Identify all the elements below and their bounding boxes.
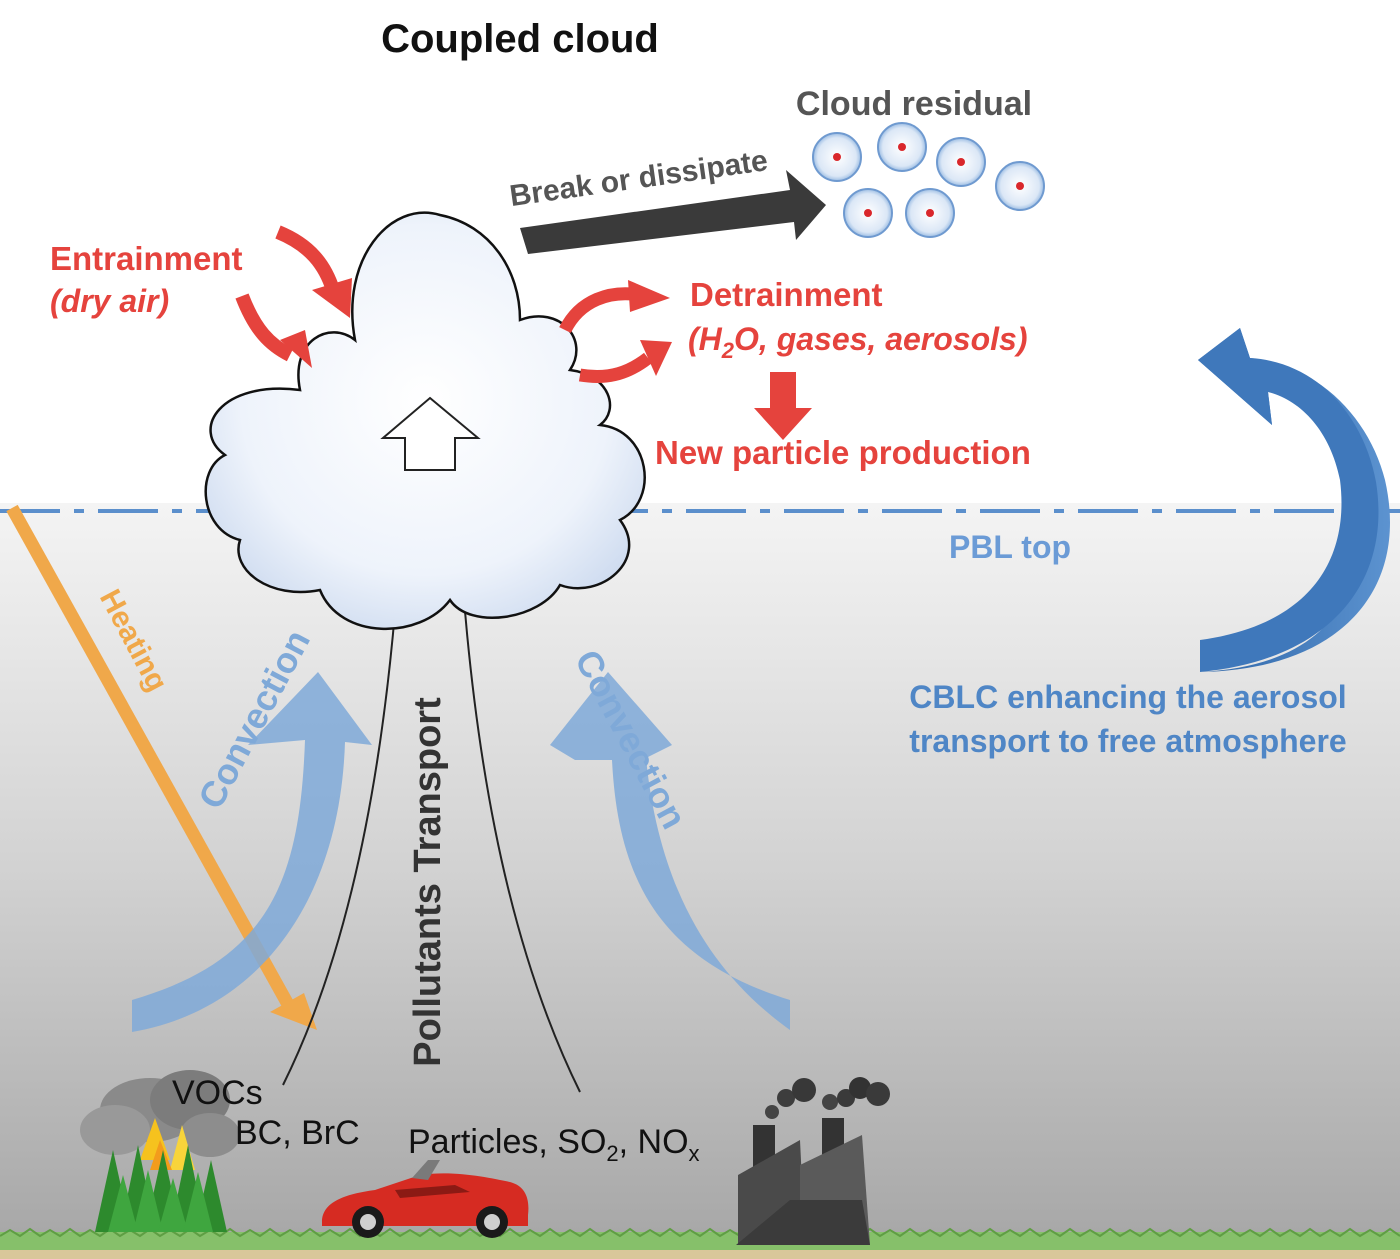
cblc-label-line2: transport to free atmosphere [909, 723, 1346, 759]
detrainment-note-prefix: (H [688, 321, 723, 357]
detrainment-note-suffix: O, gases, aerosols) [734, 321, 1027, 357]
particles-label: Particles, SO2, NOx [408, 1123, 700, 1166]
cloud-residual-particles [813, 123, 1044, 237]
cblc-label-line1: CBLC enhancing the aerosol [909, 679, 1346, 715]
detrainment-note-sub: 2 [721, 338, 735, 363]
diagram-title: Coupled cloud [381, 17, 659, 61]
pbl-top-label: PBL top [949, 529, 1071, 565]
bc-brc-label: BC, BrC [235, 1114, 360, 1152]
detrainment-note: (H2O, gases, aerosols) [688, 321, 1027, 363]
aerosol-particle-icon [937, 138, 985, 186]
entrainment-arrowhead-1 [312, 278, 352, 318]
aerosol-particle-icon [878, 123, 926, 171]
detrainment-label: Detrainment [690, 276, 883, 313]
detrainment-arrowhead-1 [628, 280, 670, 312]
ground-soil [0, 1250, 1400, 1259]
entrainment-note: (dry air) [50, 283, 169, 319]
vocs-label: VOCs [172, 1074, 263, 1112]
aerosol-particle-icon [813, 133, 861, 181]
aerosol-particle-icon [906, 189, 954, 237]
new-particle-arrow [754, 372, 812, 440]
cloud-residual-label: Cloud residual [796, 85, 1032, 123]
pollutants-transport-label: Pollutants Transport [407, 697, 449, 1067]
particles-mid: , NO [619, 1123, 689, 1161]
entrainment-label: Entrainment [50, 240, 243, 277]
particles-sub1: 2 [606, 1141, 618, 1166]
aerosol-particle-icon [844, 189, 892, 237]
particles-prefix: Particles, SO [408, 1123, 606, 1161]
aerosol-particle-icon [996, 162, 1044, 210]
new-particle-label: New particle production [655, 434, 1031, 471]
particles-sub2: x [689, 1141, 700, 1166]
